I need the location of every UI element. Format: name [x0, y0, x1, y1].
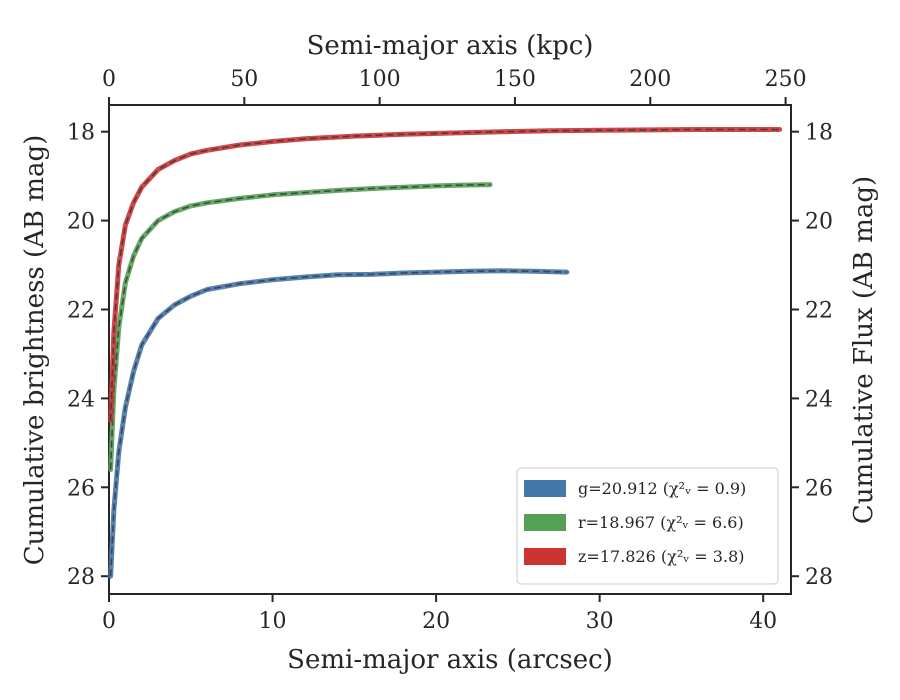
x2-axis-label: Semi-major axis (kpc) — [307, 31, 594, 61]
legend-label-0: g=20.912 (χ²ᵥ = 0.9) — [578, 479, 746, 498]
legend: g=20.912 (χ²ᵥ = 0.9) r=18.967 (χ²ᵥ = 6.6)… — [516, 467, 779, 585]
y2-tick-label: 18 — [805, 121, 833, 146]
y2-tick-label: 22 — [805, 298, 833, 323]
series-model-2 — [109, 128, 780, 421]
series-layer — [108, 127, 783, 579]
series-band-0 — [108, 268, 570, 579]
legend-swatch-1 — [524, 514, 566, 531]
x2-tick-label: 100 — [359, 67, 401, 92]
y2-tick-label: 20 — [805, 210, 833, 235]
x-tick-label: 30 — [586, 609, 614, 634]
y-tick-label: 18 — [67, 121, 95, 146]
y-tick-label: 20 — [67, 210, 95, 235]
legend-box — [516, 467, 779, 585]
x2-tick-label: 250 — [765, 67, 807, 92]
x-tick-label: 40 — [749, 609, 777, 634]
y-tick-label: 24 — [67, 387, 95, 412]
x2-tick-label: 150 — [494, 67, 536, 92]
x2-tick-label: 0 — [102, 67, 116, 92]
x-tick-label: 0 — [102, 609, 116, 634]
y2-axis-label: Cumulative Flux (AB mag) — [849, 176, 879, 524]
y-tick-label: 28 — [67, 565, 95, 590]
y-tick-label: 22 — [67, 298, 95, 323]
plot-frame — [108, 104, 792, 595]
y2-tick-label: 26 — [805, 476, 833, 501]
x-axis-label: Semi-major axis (arcsec) — [287, 645, 613, 675]
y2-tick-label: 24 — [805, 387, 833, 412]
legend-swatch-2 — [524, 548, 566, 565]
x2-tick-label: 200 — [629, 67, 671, 92]
x-tick-label: 20 — [422, 609, 450, 634]
series-band-2 — [108, 127, 783, 424]
x2-tick-label: 50 — [230, 67, 258, 92]
axes-layer: 0 10 20 30 40 0 50 100 150 200 250 18 18 20 20 22 22 24 24… — [67, 67, 833, 634]
legend-label-1: r=18.967 (χ²ᵥ = 6.6) — [578, 513, 744, 532]
y-axis-label: Cumulative brightness (AB mag) — [20, 135, 50, 566]
x-tick-label: 10 — [259, 609, 287, 634]
legend-label-2: z=17.826 (χ²ᵥ = 3.8) — [578, 547, 744, 566]
series-band-1 — [108, 182, 493, 472]
legend-swatch-0 — [524, 480, 566, 497]
y2-tick-label: 28 — [805, 565, 833, 590]
series-model-0 — [109, 269, 567, 577]
series-model-1 — [109, 183, 491, 470]
y-tick-label: 26 — [67, 476, 95, 501]
